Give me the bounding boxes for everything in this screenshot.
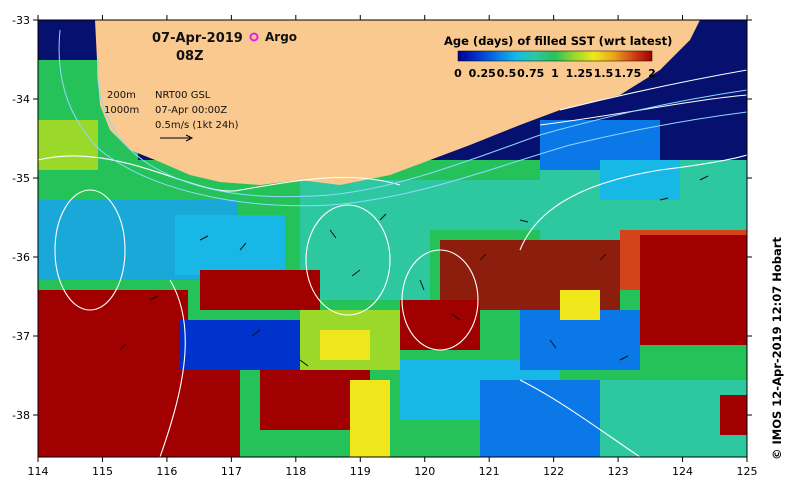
lon-tick-label: 118: [285, 465, 306, 478]
lat-tick-label: -34: [12, 93, 30, 106]
lat-tick-label: -35: [12, 172, 30, 185]
lon-tick-label: 124: [672, 465, 693, 478]
map-hour: 08Z: [176, 49, 204, 64]
colorbar-tick-labels: 0 0.25 0.5 0.75 1 1.25 1.5 1.75 2: [454, 67, 656, 80]
product-time: 07-Apr 00:00Z: [155, 105, 227, 116]
isobath-lines: [58, 29, 747, 207]
current-vectors: [119, 175, 709, 367]
ssh-contours: [38, 69, 747, 457]
lon-tick-label: 120: [414, 465, 435, 478]
lon-tick-label: 114: [28, 465, 49, 478]
colorbar-ramp: [457, 50, 653, 62]
isobath-1000-label: 1000m: [104, 105, 139, 116]
vector-scale-arrow-head: [185, 134, 194, 142]
colorbar-tick-label: 0.25: [469, 67, 496, 80]
argo-marker: [249, 32, 259, 42]
latitude-axis: -33 -34 -35 -36 -37 -38: [12, 14, 752, 422]
lon-tick-label: 125: [737, 465, 758, 478]
colorbar-tick-label: 1: [551, 67, 559, 80]
lat-tick-label: -33: [12, 14, 30, 27]
lon-tick-label: 119: [350, 465, 371, 478]
colorbar-tick-label: 1.5: [594, 67, 614, 80]
colorbar-tick-label: 2: [648, 67, 656, 80]
lon-tick-label: 116: [156, 465, 177, 478]
lon-tick-label: 123: [608, 465, 629, 478]
map-date: 07-Apr-2019: [152, 31, 243, 46]
colorbar-tick-label: 1.75: [614, 67, 641, 80]
lon-tick-label: 115: [92, 465, 113, 478]
longitude-axis: 114 115 116 117 118 119 120 121 122 123 124 125: [28, 15, 758, 478]
vector-scale-label: 0.5m/s (1kt 24h): [155, 120, 239, 131]
colorbar-tick-label: 0: [454, 67, 462, 80]
product-label: NRT00 GSL: [155, 90, 211, 101]
lat-tick-label: -36: [12, 251, 30, 264]
colorbar-title: Age (days) of filled SST (wrt latest): [444, 34, 672, 48]
credit-text: © IMOS 12-Apr-2019 12:07 Hobart: [770, 237, 784, 460]
lat-tick-label: -37: [12, 330, 30, 343]
isobath-200-label: 200m: [107, 90, 136, 101]
lat-tick-label: -38: [12, 409, 30, 422]
colorbar-tick-label: 1.25: [566, 67, 593, 80]
colorbar-tick-label: 0.5: [497, 67, 517, 80]
lon-tick-label: 117: [221, 465, 242, 478]
argo-label: Argo: [265, 30, 297, 44]
map-frame: [37, 19, 748, 458]
lon-tick-label: 121: [479, 465, 500, 478]
lon-tick-label: 122: [543, 465, 564, 478]
colorbar-tick-label: 0.75: [517, 67, 544, 80]
